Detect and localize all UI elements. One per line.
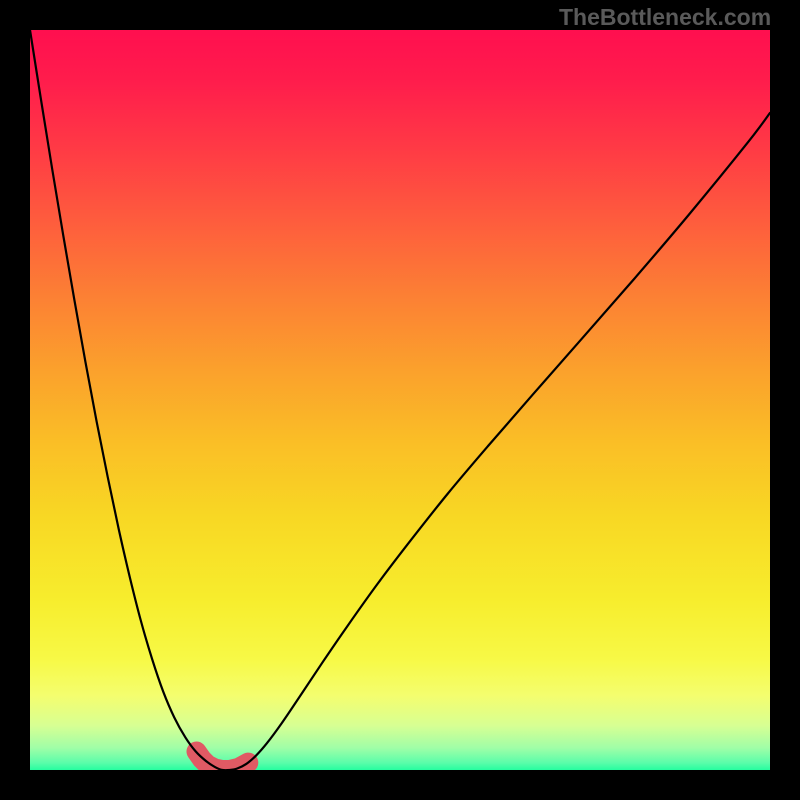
watermark-text: TheBottleneck.com xyxy=(559,4,771,31)
chart-plot xyxy=(30,30,770,770)
plot-background xyxy=(30,30,770,770)
root-container: TheBottleneck.com xyxy=(0,0,800,800)
